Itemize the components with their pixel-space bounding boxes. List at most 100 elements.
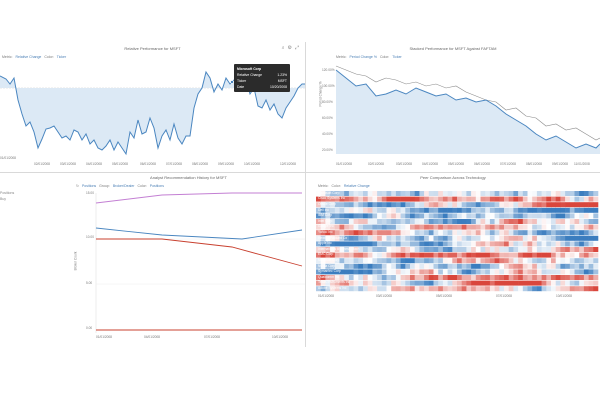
heatmap-cell: [583, 275, 589, 280]
heatmap-cell: [499, 241, 505, 247]
heatmap-cell: [334, 202, 340, 208]
heatmap-cell: [438, 230, 444, 236]
heatmap-cell: [583, 286, 589, 292]
heatmap-cell: [428, 241, 434, 247]
heatmap-cell: [522, 247, 528, 252]
heatmap-cell: [405, 235, 411, 241]
heatmap-cell: [574, 196, 580, 202]
heatmap-cell: [433, 235, 439, 241]
heatmap-cell: [527, 224, 533, 230]
heatmap-cell: [330, 258, 336, 264]
heatmap-cell: [442, 219, 448, 224]
heatmap-cell: [344, 275, 350, 280]
expand-icon[interactable]: ⤢: [294, 45, 299, 51]
legend-item[interactable]: Buy: [0, 197, 7, 201]
heatmap-row-label: Symantec Corp: [318, 269, 341, 274]
color-select[interactable]: Ticker: [392, 54, 402, 59]
heatmap-cell: [499, 196, 505, 202]
heatmap-cell: [344, 241, 350, 247]
heatmap-cell: [461, 235, 467, 241]
heatmap-cell: [419, 252, 425, 258]
heatmap-cell: [518, 263, 524, 269]
heatmap-cell: [367, 219, 373, 224]
positions-select[interactable]: Positions: [81, 183, 97, 188]
x-tick: 07/01/2008: [496, 294, 512, 298]
heatmap-cell: [348, 191, 354, 196]
refresh-icon[interactable]: ↻: [76, 183, 79, 188]
heatmap-cell: [532, 263, 538, 269]
peer-heatmap[interactable]: [306, 173, 600, 343]
heatmap-cell: [551, 269, 556, 275]
relative-performance-chart[interactable]: [0, 44, 305, 172]
heatmap-cell: [410, 202, 415, 208]
heatmap-cell: [325, 219, 331, 224]
heatmap-cell: [461, 196, 467, 202]
group-select[interactable]: Broker/Dealer: [112, 183, 135, 188]
heatmap-cell: [419, 286, 425, 292]
settings-icon[interactable]: ⚙: [287, 45, 292, 51]
heatmap-cell: [419, 247, 425, 252]
heatmap-cell: [339, 235, 345, 241]
heatmap-cell: [428, 207, 434, 213]
heatmap-cell: [348, 196, 354, 202]
heatmap-cell: [381, 230, 387, 236]
heatmap-cell: [499, 235, 505, 241]
metric-select[interactable]: Period Change %: [349, 54, 377, 59]
heatmap-cell: [433, 230, 439, 236]
color-select[interactable]: Positions: [149, 183, 164, 188]
heatmap-cell: [593, 213, 599, 219]
heatmap-cell: [410, 286, 415, 292]
heatmap-cell: [395, 247, 401, 252]
heatmap-cell: [560, 230, 566, 236]
heatmap-cell: [344, 252, 350, 258]
color-select[interactable]: Relative Change: [343, 183, 370, 188]
heatmap-cell: [569, 241, 575, 247]
heatmap-cell: [316, 263, 321, 269]
heatmap-cell: [414, 202, 420, 208]
heatmap-cell: [339, 196, 345, 202]
heatmap-cell: [518, 252, 524, 258]
heatmap-cell: [363, 263, 368, 269]
heatmap-cell: [447, 191, 453, 196]
heatmap-cell: [522, 252, 528, 258]
heatmap-cell: [320, 202, 326, 208]
heatmap-cell: [574, 191, 580, 196]
msft-area: [336, 70, 600, 154]
color-select[interactable]: Ticker: [56, 54, 67, 59]
heatmap-cell: [325, 247, 331, 252]
heatmap-cell: [428, 286, 434, 292]
heatmap-cell: [546, 191, 552, 196]
heatmap-cell: [353, 269, 359, 275]
recommendation-chart[interactable]: [72, 173, 305, 343]
metric-select[interactable]: Relative Change: [15, 54, 42, 59]
heatmap-cell: [377, 280, 383, 286]
legend-item[interactable]: Positions: [0, 191, 15, 195]
heatmap-cell: [475, 280, 481, 286]
heatmap-cell: [419, 196, 425, 202]
heatmap-cell: [522, 230, 528, 236]
heatmap-cell: [405, 286, 411, 292]
heatmap-cell: [480, 196, 486, 202]
heatmap-cell: [480, 286, 486, 292]
heatmap-cell: [461, 219, 467, 224]
heatmap-cell: [551, 275, 556, 280]
heatmap-cell: [457, 207, 462, 213]
heatmap-cell: [485, 269, 491, 275]
heatmap-cell: [508, 230, 514, 236]
heatmap-cell: [565, 252, 571, 258]
heatmap-cell: [405, 247, 411, 252]
heatmap-cell: [527, 269, 533, 275]
heatmap-cell: [485, 213, 491, 219]
heatmap-cell: [377, 202, 383, 208]
heatmap-cell: [452, 258, 458, 264]
heatmap-cell: [513, 207, 519, 213]
search-icon[interactable]: ⌕: [281, 45, 285, 51]
x-tick: 04/01/2008: [86, 162, 102, 166]
heatmap-cell: [320, 230, 326, 236]
heatmap-cell: [320, 224, 326, 230]
heatmap-cell: [405, 241, 411, 247]
stacked-performance-chart[interactable]: [306, 44, 600, 172]
heatmap-cell: [330, 252, 336, 258]
heatmap-cell: [541, 241, 547, 247]
heatmap-cell: [428, 235, 434, 241]
